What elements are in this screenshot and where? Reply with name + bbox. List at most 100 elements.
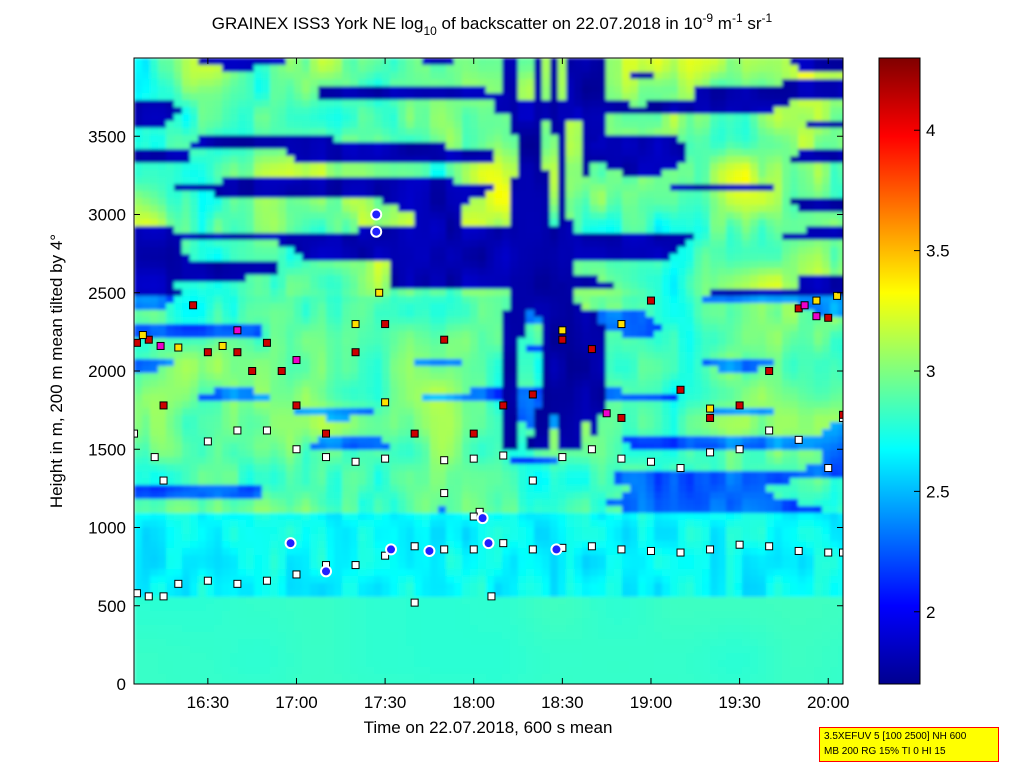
- marker-white-squares-7: [292, 570, 301, 579]
- marker-magenta-squares-0: [156, 341, 165, 350]
- marker-white-squares-48: [765, 426, 774, 435]
- marker-white-squares-52: [440, 489, 449, 498]
- marker-red-squares-13: [410, 429, 419, 438]
- marker-white-squares-28: [150, 453, 159, 462]
- marker-blue-circles-5: [423, 544, 436, 557]
- marker-red-squares-27: [824, 313, 833, 322]
- marker-yellow-squares-0: [138, 331, 147, 340]
- x-tick-label-0: 16:30: [187, 693, 230, 712]
- marker-yellow-squares-9: [812, 296, 821, 305]
- marker-red-squares-18: [558, 335, 567, 344]
- marker-white-squares-50: [824, 464, 833, 473]
- marker-blue-circles-1: [320, 565, 333, 578]
- marker-white-squares-32: [262, 426, 271, 435]
- marker-white-squares-2: [159, 592, 168, 601]
- marker-yellow-squares-6: [558, 326, 567, 335]
- marker-white-squares-37: [440, 456, 449, 465]
- marker-red-squares-20: [617, 413, 626, 422]
- marker-white-squares-31: [233, 426, 242, 435]
- marker-white-squares-40: [528, 476, 537, 485]
- marker-magenta-squares-1: [233, 326, 242, 335]
- marker-white-squares-36: [381, 454, 390, 463]
- x-tick-label-1: 17:00: [275, 693, 318, 712]
- marker-white-squares-1: [144, 592, 153, 601]
- marker-white-squares-19: [646, 546, 655, 555]
- marker-blue-circles-7: [482, 537, 495, 550]
- marker-white-squares-30: [203, 437, 212, 446]
- marker-blue-circles-2: [370, 208, 383, 221]
- marker-red-squares-2: [159, 401, 168, 410]
- marker-red-squares-10: [322, 429, 331, 438]
- marker-blue-circles-0: [284, 537, 297, 550]
- marker-white-squares-3: [174, 579, 183, 588]
- marker-magenta-squares-3: [602, 409, 611, 418]
- marker-red-squares-9: [292, 401, 301, 410]
- info-line-1: 3.5XEFUV 5 [100 2500] NH 600: [824, 731, 967, 742]
- y-tick-label-6: 3000: [88, 206, 126, 225]
- marker-white-squares-29: [159, 476, 168, 485]
- marker-white-squares-27: [134, 429, 138, 438]
- marker-white-squares-20: [676, 548, 685, 557]
- marker-red-squares-4: [203, 348, 212, 357]
- y-tick-label-2: 1000: [88, 519, 126, 538]
- marker-white-squares-44: [646, 457, 655, 466]
- marker-white-squares-6: [262, 576, 271, 585]
- marker-yellow-squares-2: [218, 341, 227, 350]
- marker-red-squares-8: [277, 367, 286, 375]
- marker-red-squares-6: [248, 367, 257, 375]
- x-tick-label-4: 18:30: [541, 693, 584, 712]
- y-axis: 0 500 1000 1500 2000 2500 3000 3500: [88, 127, 843, 694]
- marker-red-squares-21: [646, 296, 655, 305]
- marker-white-squares-21: [706, 545, 715, 554]
- colorbar-tick-label-2: 3: [926, 362, 935, 381]
- marker-white-squares-46: [706, 448, 715, 457]
- marker-white-squares-15: [528, 545, 537, 554]
- colorbar-gradient: [878, 57, 921, 685]
- x-tick-label-6: 19:30: [718, 693, 761, 712]
- y-tick-label-3: 1500: [88, 440, 126, 459]
- marker-red-squares-5: [233, 348, 242, 357]
- marker-red-squares-28: [839, 410, 843, 419]
- marker-white-squares-23: [765, 542, 774, 551]
- marker-blue-circles-4: [385, 543, 398, 556]
- x-axis-label: Time on 22.07.2018, 600 s mean: [364, 718, 613, 737]
- x-tick-label-7: 20:00: [807, 693, 850, 712]
- marker-white-squares-13: [469, 545, 478, 554]
- colorbar-tick-label-3: 3.5: [926, 242, 950, 261]
- colorbar-tick-label-4: 4: [926, 121, 935, 140]
- marker-yellow-squares-3: [351, 320, 360, 329]
- marker-white-squares-42: [587, 445, 596, 454]
- chart-title: GRAINEX ISS3 York NE log10 of backscatte…: [212, 11, 773, 38]
- marker-white-squares-41: [558, 453, 567, 462]
- marker-white-squares-34: [322, 453, 331, 462]
- marker-red-squares-12: [381, 320, 390, 329]
- y-axis-label: Height in m, 200 m mean tilted by 4°: [47, 234, 66, 508]
- marker-magenta-squares-4: [800, 301, 809, 310]
- marker-white-squares-9: [351, 561, 360, 570]
- marker-blue-circles-6: [476, 512, 489, 525]
- marker-red-squares-14: [440, 335, 449, 344]
- y-tick-label-5: 2500: [88, 284, 126, 303]
- x-tick-label-3: 18:00: [452, 693, 495, 712]
- marker-white-squares-45: [676, 464, 685, 473]
- x-axis: 16:30 17:00 17:30 18:00 18:30 19:00 19:30 20:00: [187, 58, 850, 712]
- marker-red-squares-24: [735, 401, 744, 410]
- marker-red-squares-17: [528, 390, 537, 399]
- marker-white-squares-55: [410, 598, 419, 607]
- marker-white-squares-24: [794, 546, 803, 555]
- marker-red-squares-16: [499, 401, 508, 410]
- marker-yellow-squares-5: [381, 398, 390, 407]
- marker-white-squares-11: [410, 542, 419, 551]
- marker-red-squares-22: [676, 385, 685, 394]
- y-tick-label-1: 500: [98, 597, 126, 616]
- marker-red-squares-15: [469, 429, 478, 438]
- marker-white-squares-33: [292, 445, 301, 454]
- marker-blue-circles-3: [370, 225, 383, 238]
- colorbar: 2 2.5 3 3.5 4: [878, 57, 950, 685]
- marker-red-squares-1: [144, 335, 153, 344]
- marker-white-squares-10: [381, 551, 390, 560]
- marker-red-squares-0: [134, 338, 141, 347]
- colorbar-tick-label-1: 2.5: [926, 482, 950, 501]
- markers-layer: [134, 208, 843, 607]
